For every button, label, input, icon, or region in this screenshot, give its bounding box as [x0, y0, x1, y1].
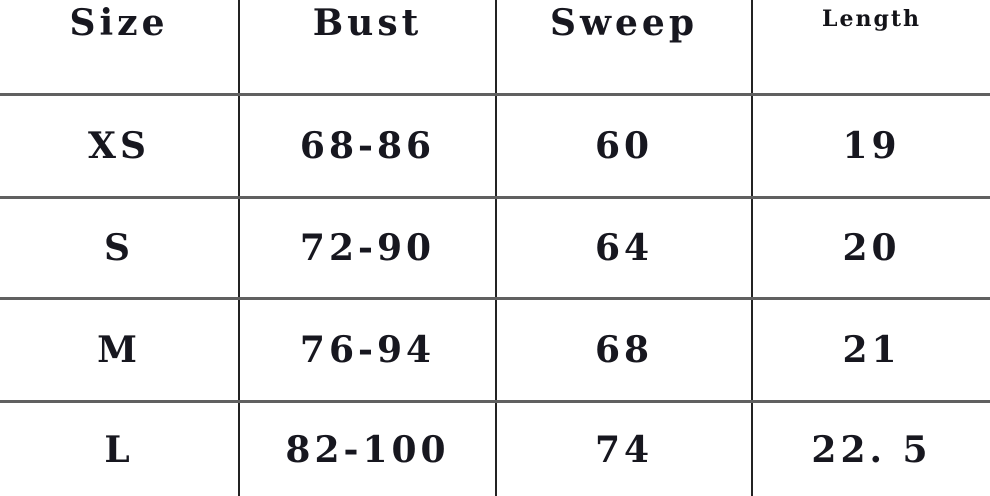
cell-length: 21 — [842, 329, 901, 371]
table-row-m: M 76-94 68 21 — [0, 300, 990, 403]
cell-size: XS — [0, 96, 240, 196]
cell-length: 19 — [842, 125, 901, 167]
column-header-length: Length — [821, 6, 921, 32]
cell-length: 22. 5 — [811, 428, 932, 471]
cell-length: 20 — [842, 227, 901, 269]
column-header-bust: Bust — [240, 0, 497, 93]
cell-bust: 72-90 — [240, 199, 497, 297]
cell-bust: 68-86 — [240, 96, 497, 196]
table-row-s: S 72-90 64 20 — [0, 199, 990, 300]
column-header-size: Size — [0, 0, 240, 93]
table-row-xs: XS 68-86 60 19 — [0, 96, 990, 199]
column-header-sweep: Sweep — [497, 0, 753, 93]
cell-size: L — [0, 403, 240, 496]
cell-sweep: 74 — [497, 403, 753, 496]
table-header-row: Size Bust Sweep Length — [0, 0, 990, 96]
cell-size: S — [0, 199, 240, 297]
cell-sweep: 68 — [497, 300, 753, 400]
cell-sweep: 64 — [497, 199, 753, 297]
cell-bust: 82-100 — [240, 403, 497, 496]
cell-bust: 76-94 — [240, 300, 497, 400]
cell-size: M — [0, 300, 240, 400]
cell-sweep: 60 — [497, 96, 753, 196]
table-row-l: L 82-100 74 22. 5 — [0, 403, 990, 496]
